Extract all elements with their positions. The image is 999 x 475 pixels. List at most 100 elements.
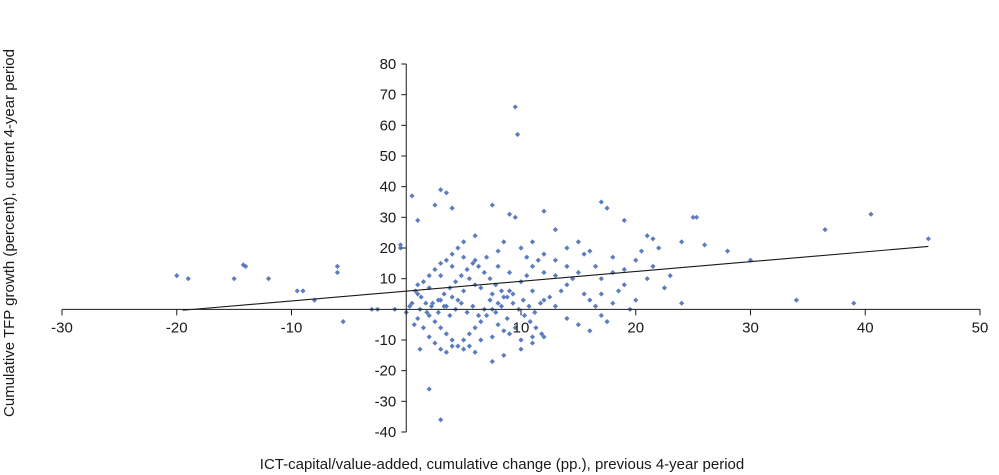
data-point (495, 248, 501, 254)
data-point (430, 300, 436, 306)
data-point (432, 340, 438, 346)
y-tick-label: -30 (375, 393, 397, 410)
data-point (449, 205, 455, 211)
data-point (532, 309, 538, 315)
data-point (411, 322, 417, 328)
data-point (581, 251, 587, 257)
data-point (340, 319, 346, 325)
data-point (265, 276, 272, 282)
x-tick-label: 40 (857, 319, 874, 336)
data-point (441, 291, 447, 297)
data-point (487, 297, 493, 303)
data-point (520, 297, 526, 303)
data-point (498, 288, 505, 294)
data-point (506, 288, 513, 294)
data-point (504, 294, 510, 300)
data-point (470, 303, 476, 309)
data-point (420, 279, 427, 285)
data-point (575, 269, 581, 276)
data-point (443, 303, 450, 309)
data-point (415, 217, 421, 223)
data-point (461, 239, 467, 245)
data-point (510, 300, 516, 306)
data-point (650, 236, 656, 242)
data-point (334, 269, 340, 276)
data-point (407, 303, 413, 309)
data-point (650, 263, 656, 269)
data-point (598, 199, 604, 205)
data-point (925, 236, 931, 242)
data-point (472, 233, 478, 239)
data-point (793, 297, 799, 303)
data-point (822, 227, 828, 233)
data-point (300, 288, 306, 294)
data-point (621, 217, 627, 223)
x-tick-label: -20 (166, 319, 188, 336)
data-point (564, 245, 570, 251)
data-point (514, 131, 521, 138)
data-point (487, 276, 493, 282)
data-point (443, 257, 450, 263)
data-point (604, 319, 610, 325)
data-point (501, 328, 507, 334)
data-point (472, 325, 478, 331)
data-point (564, 282, 570, 288)
x-axis-title: ICT-capital/value-added, cumulative chan… (260, 456, 744, 473)
data-point (512, 325, 518, 331)
data-point (464, 309, 470, 315)
data-point (541, 297, 547, 303)
data-point (185, 276, 191, 282)
data-point (478, 337, 484, 343)
y-tick-label: 70 (380, 87, 397, 104)
data-point (512, 104, 518, 110)
data-point (438, 417, 444, 423)
data-point (501, 352, 507, 358)
data-point (311, 297, 318, 303)
data-point (541, 251, 547, 257)
data-point (397, 242, 404, 248)
data-point (426, 273, 432, 279)
data-point (240, 262, 246, 268)
data-point (426, 334, 432, 340)
data-point (483, 312, 490, 319)
y-tick-label: 40 (380, 179, 397, 196)
data-point (415, 282, 421, 288)
data-point (587, 328, 593, 334)
data-point (539, 331, 545, 337)
x-tick-label: 30 (742, 319, 759, 336)
data-point (581, 291, 587, 297)
y-tick-label: -40 (375, 424, 397, 441)
data-point (447, 312, 453, 319)
data-point (679, 300, 685, 306)
data-point (443, 190, 450, 196)
y-axis-title: Cumulative TFP growth (percent), current… (1, 49, 18, 417)
data-point (506, 331, 513, 337)
data-point (174, 273, 180, 279)
data-point (438, 325, 444, 331)
data-point (443, 331, 450, 337)
data-point (438, 260, 444, 266)
data-point (521, 312, 528, 319)
y-axis-ticks: -40 -30 -20 -10 10 20 30 40 50 60 70 80 (375, 56, 407, 441)
data-point (868, 211, 874, 217)
data-points (174, 104, 931, 423)
data-point (621, 266, 627, 273)
data-point (679, 239, 685, 245)
y-tick-label: 10 (380, 271, 397, 288)
data-point (510, 291, 516, 297)
data-point (478, 285, 484, 291)
data-point (449, 337, 455, 343)
data-point (294, 288, 300, 294)
data-point (529, 334, 536, 340)
data-point (615, 288, 622, 294)
data-point (587, 297, 593, 303)
data-point (417, 346, 423, 352)
data-point (535, 257, 541, 263)
data-point (449, 263, 455, 269)
data-point (564, 315, 570, 322)
data-point (461, 254, 467, 260)
data-point (598, 312, 604, 319)
data-point (493, 309, 499, 315)
data-point (501, 294, 507, 300)
